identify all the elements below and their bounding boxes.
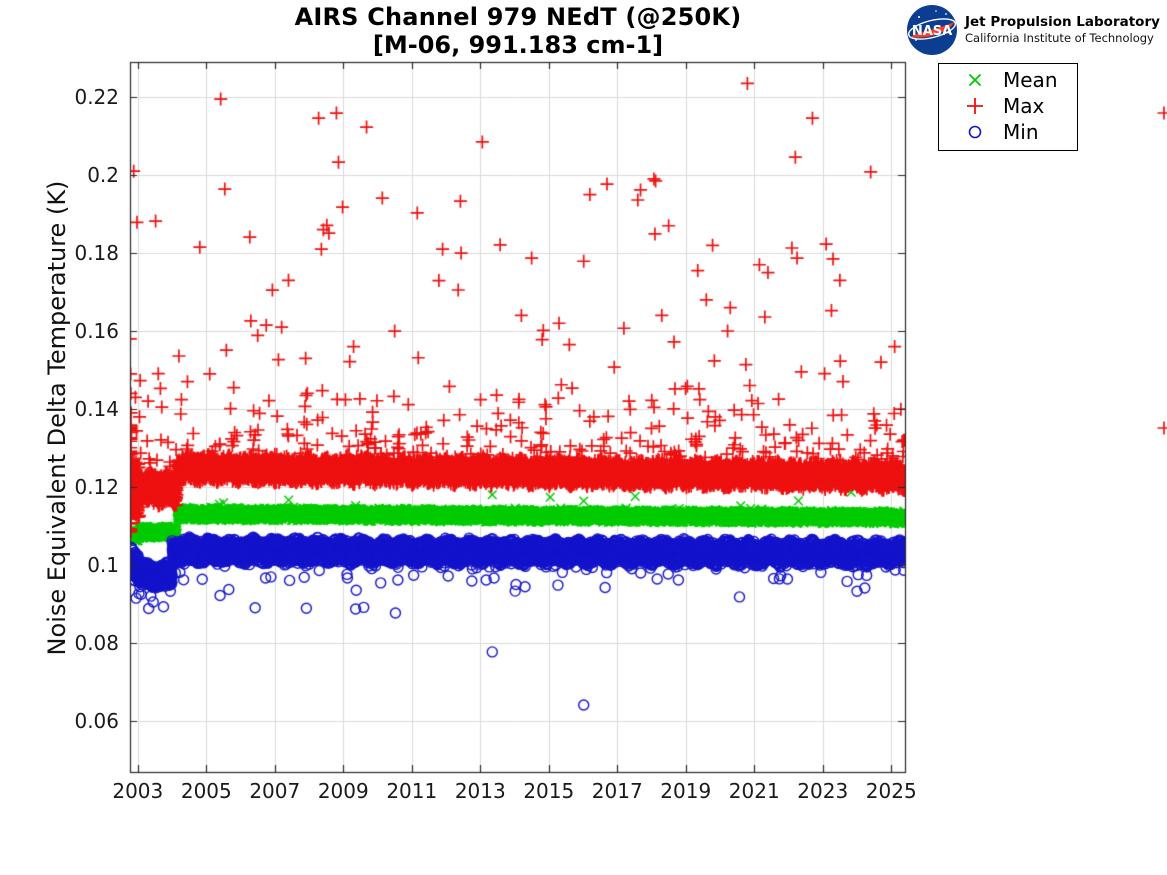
jpl-name: Jet Propulsion Laboratory: [965, 14, 1160, 30]
circle-marker-icon: [968, 125, 982, 139]
y-tick-label: 0.12: [74, 474, 119, 499]
legend-item-mean: Mean: [939, 67, 1077, 93]
chart-subtitle: [M-06, 991.183 cm-1]: [372, 31, 664, 59]
y-tick-label: 0.08: [74, 630, 119, 655]
y-tick-label: 0.2: [87, 163, 119, 188]
y-tick-label: 0.06: [74, 708, 119, 733]
nasa-logo-icon: NASA: [907, 5, 957, 55]
x-tick-label: 2011: [386, 779, 438, 803]
x-tick-label: 2017: [591, 779, 643, 803]
x-tick-label: 2003: [112, 779, 164, 803]
legend-item-min: Min: [939, 119, 1077, 145]
jpl-branding: NASA Jet Propulsion Laboratory Californi…: [906, 4, 1160, 56]
y-tick-label: 0.22: [74, 85, 119, 110]
x-tick-label: 2025: [865, 779, 917, 803]
y-tick-label: 0.18: [74, 241, 119, 266]
x-tick-label: 2013: [454, 779, 506, 803]
plus-marker-icon: [967, 98, 983, 114]
jpl-subtitle: California Institute of Technology: [965, 31, 1154, 45]
legend-label-mean: Mean: [1003, 68, 1058, 92]
x-tick-label: 2019: [660, 779, 712, 803]
y-tick-label: 0.1: [87, 552, 119, 577]
x-tick-label: 2021: [728, 779, 780, 803]
y-tick-label: 0.14: [74, 397, 119, 421]
y-tick-label: 0.16: [74, 319, 119, 344]
legend-label-min: Min: [1003, 120, 1039, 144]
x-tick-label: 2023: [797, 779, 849, 803]
legend: Mean Max Min: [938, 63, 1078, 151]
chart-title: AIRS Channel 979 NEdT (@250K): [294, 3, 742, 31]
x-tick-label: 2005: [180, 779, 232, 803]
x-tick-label: 2009: [317, 779, 369, 803]
x-marker-icon: [968, 73, 982, 87]
x-tick-label: 2007: [249, 779, 301, 803]
legend-label-max: Max: [1003, 94, 1045, 118]
legend-item-max: Max: [939, 93, 1077, 119]
x-tick-label: 2015: [523, 779, 575, 803]
svg-text:NASA: NASA: [912, 24, 952, 39]
